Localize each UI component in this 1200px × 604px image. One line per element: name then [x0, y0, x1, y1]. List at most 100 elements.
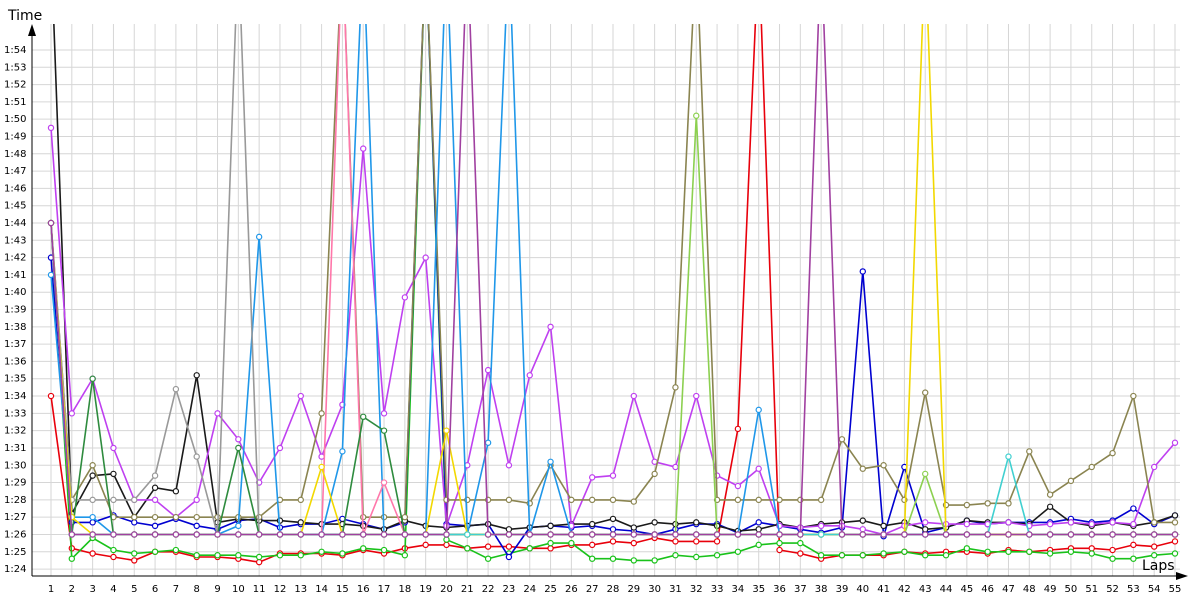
data-point [1026, 531, 1033, 538]
y-axis-title: Time [7, 8, 42, 24]
data-point [172, 546, 180, 554]
data-point [89, 519, 96, 526]
data-point [859, 526, 866, 533]
data-point [214, 552, 221, 559]
data-point [110, 470, 117, 478]
x-tick-label: 27 [586, 584, 599, 595]
data-point [255, 233, 263, 241]
data-point [1088, 545, 1095, 552]
data-point [422, 531, 429, 538]
y-tick-label: 1:30 [4, 460, 26, 471]
y-tick-label: 1:45 [4, 201, 26, 212]
x-tick-label: 7 [173, 584, 179, 595]
y-tick-label: 1:44 [4, 218, 26, 229]
data-point [443, 541, 450, 549]
x-tick-label: 12 [274, 584, 287, 595]
data-point [68, 410, 76, 417]
data-point [547, 458, 554, 465]
data-point [734, 425, 742, 433]
data-point [151, 531, 159, 538]
x-tick-label: 34 [732, 584, 745, 595]
data-point [193, 513, 200, 521]
data-point [922, 519, 929, 526]
data-point [1026, 448, 1033, 455]
data-point [526, 372, 533, 379]
y-tick-label: 1:41 [4, 270, 26, 281]
x-tick-label: 16 [357, 584, 370, 595]
data-point [776, 546, 783, 554]
data-point [443, 531, 450, 538]
data-point [1067, 548, 1075, 555]
data-point [568, 496, 575, 504]
x-tick-label: 45 [960, 584, 973, 595]
data-point [89, 513, 96, 521]
y-tick-label: 1:38 [4, 322, 26, 333]
data-point [838, 436, 846, 443]
x-tick-label: 39 [836, 584, 849, 595]
x-tick-label: 9 [214, 584, 220, 595]
data-point [880, 550, 887, 557]
data-point [47, 271, 55, 279]
data-point [131, 531, 138, 538]
data-point [984, 531, 991, 538]
x-tick-label: 33 [711, 584, 724, 595]
data-point [255, 531, 263, 538]
data-point [547, 323, 554, 331]
x-tick-label: 30 [648, 584, 661, 595]
data-point [110, 496, 117, 504]
data-point [817, 552, 825, 559]
y-tick-label: 1:29 [4, 478, 26, 489]
data-point [1088, 520, 1095, 528]
x-tick-label: 44 [940, 584, 953, 595]
data-point [880, 462, 887, 469]
data-point [838, 552, 846, 559]
y-tick-label: 1:32 [4, 426, 26, 437]
data-point [401, 513, 409, 521]
x-tick-label: 43 [919, 584, 932, 595]
x-tick-label: 2 [69, 584, 75, 595]
data-point [713, 531, 721, 538]
data-point [755, 406, 762, 414]
data-point [984, 500, 991, 507]
data-point [651, 557, 658, 564]
x-tick-label: 29 [627, 584, 640, 595]
data-point [505, 526, 513, 533]
data-point [755, 519, 762, 526]
data-point [89, 375, 96, 382]
data-point [568, 531, 575, 538]
x-tick-label: 11 [253, 584, 266, 595]
data-point [89, 496, 96, 504]
data-point [1130, 392, 1137, 400]
data-point [1171, 550, 1179, 557]
data-point [484, 531, 492, 538]
data-point [609, 472, 617, 479]
data-point [797, 550, 804, 557]
data-point [1067, 477, 1075, 485]
data-point [401, 552, 409, 559]
data-point [1150, 531, 1158, 538]
data-point [131, 513, 138, 521]
axes: Time Laps [7, 8, 1188, 580]
data-point [755, 541, 762, 549]
data-point [755, 465, 762, 472]
data-point [922, 531, 929, 538]
data-point [505, 462, 513, 469]
y-tick-label: 1:54 [4, 45, 26, 56]
data-point [734, 496, 742, 504]
data-point [339, 550, 346, 557]
data-point [713, 538, 721, 545]
data-point [547, 522, 554, 530]
x-tick-label: 35 [752, 584, 765, 595]
grid [32, 24, 1180, 576]
data-point [922, 526, 929, 533]
y-tick-label: 1:35 [4, 374, 26, 385]
data-point [734, 548, 742, 555]
data-point [47, 219, 55, 227]
data-point [360, 531, 367, 538]
y-tick-label: 1:24 [4, 564, 26, 575]
x-tick-label: 1 [48, 584, 54, 595]
data-point [380, 427, 388, 434]
data-point [588, 555, 596, 562]
data-point [609, 526, 617, 533]
